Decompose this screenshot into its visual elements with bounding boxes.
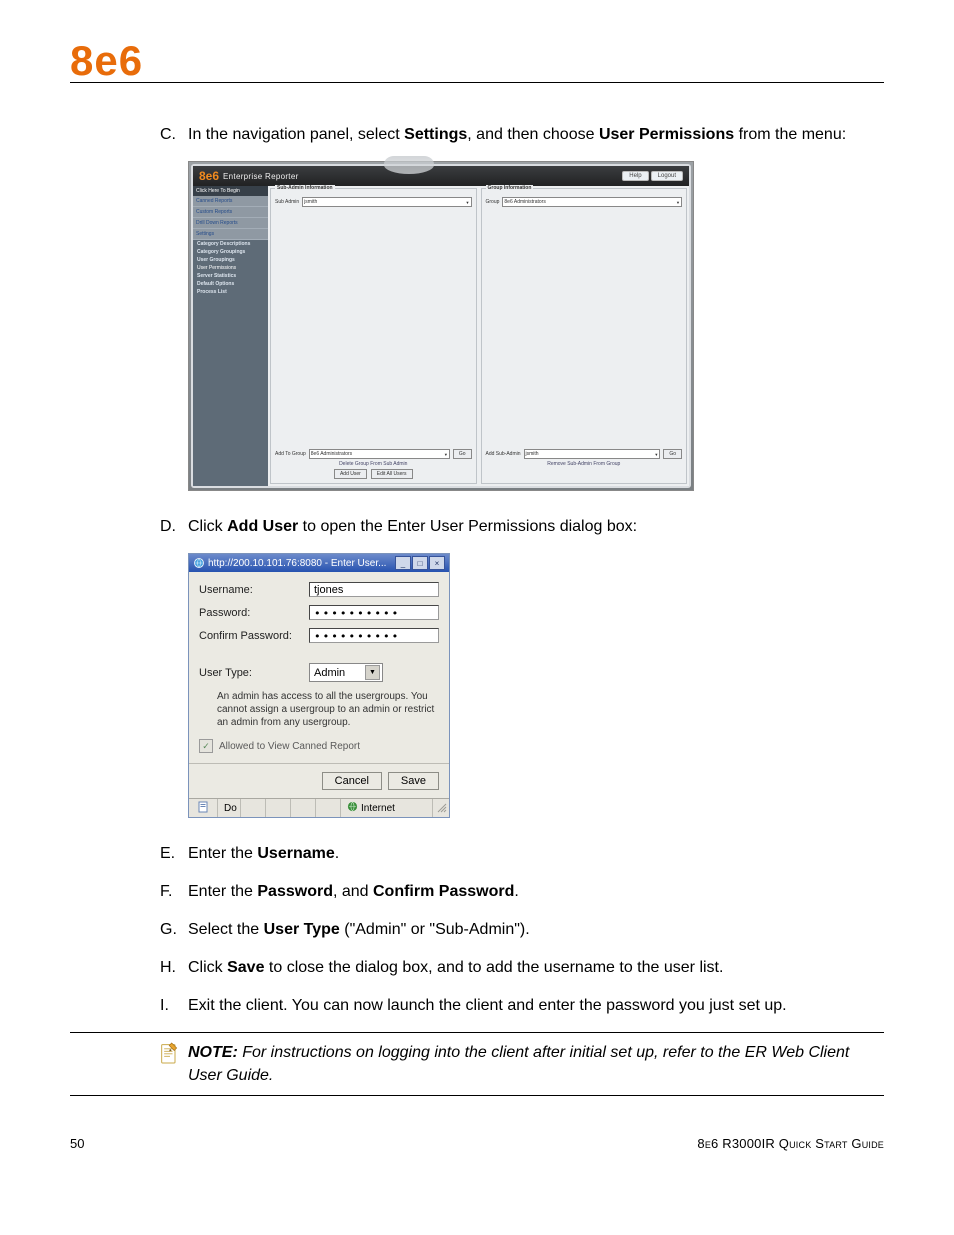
settings-default-options[interactable]: Default Options: [193, 280, 268, 288]
nav-sidebar: Click Here To Begin Canned Reports Custo…: [193, 186, 268, 486]
step-text: Click Save to close the dialog box, and …: [188, 956, 723, 980]
add-to-group-label: Add To Group: [275, 451, 306, 457]
chevron-down-icon: ▼: [466, 200, 470, 205]
step-text: Select the User Type ("Admin" or "Sub-Ad…: [188, 918, 530, 942]
step-text: In the navigation panel, select Settings…: [188, 123, 846, 147]
status-internet: Internet: [361, 803, 395, 814]
chevron-down-icon: ▼: [444, 452, 448, 457]
sub-admin-select[interactable]: jsmith▼: [302, 197, 471, 207]
sub-admin-legend: Sub-Admin Information: [275, 185, 335, 191]
logout-button[interactable]: Logout: [651, 171, 683, 181]
brand-logo: 8e6: [70, 40, 143, 82]
save-button[interactable]: Save: [388, 772, 439, 790]
enterprise-reporter-window: 8e6 Enterprise Reporter Help Logout Clic…: [188, 161, 694, 491]
add-sub-admin-label: Add Sub-Admin: [486, 451, 521, 457]
add-to-group-select[interactable]: 8e6 Administrators▼: [309, 449, 450, 459]
note-block: NOTE: For instructions on logging into t…: [70, 1032, 884, 1096]
sub-admin-panel: Sub-Admin Information Sub Admin jsmith▼ …: [270, 188, 477, 484]
content-area: C. In the navigation panel, select Setti…: [160, 123, 884, 1096]
settings-user-groupings[interactable]: User Groupings: [193, 256, 268, 264]
app-titlebar: 8e6 Enterprise Reporter Help Logout: [193, 166, 689, 186]
step-i: I. Exit the client. You can now launch t…: [160, 994, 884, 1018]
password-input[interactable]: ••••••••••: [309, 605, 439, 620]
allowed-canned-checkbox[interactable]: ✓: [199, 739, 213, 753]
nav-settings[interactable]: Settings: [193, 229, 268, 240]
dialog-title: http://200.10.101.76:8080 - Enter User..…: [208, 558, 386, 569]
step-letter: F.: [160, 880, 188, 904]
step-letter: G.: [160, 918, 188, 942]
minimize-button[interactable]: _: [395, 556, 411, 570]
group-select[interactable]: 8e6 Administrators▼: [502, 197, 682, 207]
status-done: Do: [224, 803, 237, 814]
status-bar: Do Internet: [189, 798, 449, 817]
settings-category-groupings[interactable]: Category Groupings: [193, 248, 268, 256]
delete-group-link[interactable]: Delete Group From Sub Admin: [275, 461, 472, 467]
note-icon: [160, 1041, 180, 1063]
chevron-down-icon: ▼: [365, 665, 380, 680]
add-to-group-go-button[interactable]: Go: [453, 449, 472, 459]
usertype-select[interactable]: Admin ▼: [309, 663, 383, 682]
username-label: Username:: [199, 584, 309, 596]
edit-all-users-button[interactable]: Edit All Users: [371, 469, 413, 479]
username-input[interactable]: tjones: [309, 582, 439, 597]
step-d: D. Click Add User to open the Enter User…: [160, 515, 884, 539]
step-text: Click Add User to open the Enter User Pe…: [188, 515, 637, 539]
page-number: 50: [70, 1136, 84, 1151]
page-header: 8e6: [70, 40, 884, 83]
allowed-canned-label: Allowed to View Canned Report: [219, 741, 360, 752]
step-text: Enter the Password, and Confirm Password…: [188, 880, 519, 904]
password-label: Password:: [199, 607, 309, 619]
add-user-button[interactable]: Add User: [334, 469, 367, 479]
step-letter: H.: [160, 956, 188, 980]
enter-user-dialog: http://200.10.101.76:8080 - Enter User..…: [188, 553, 450, 818]
usertype-description: An admin has access to all the usergroup…: [217, 690, 439, 729]
confirm-password-input[interactable]: ••••••••••: [309, 628, 439, 643]
settings-category-descriptions[interactable]: Category Descriptions: [193, 240, 268, 248]
app-title: Enterprise Reporter: [223, 172, 299, 181]
step-c: C. In the navigation panel, select Setti…: [160, 123, 884, 147]
help-button[interactable]: Help: [622, 171, 648, 181]
note-text: NOTE: For instructions on logging into t…: [188, 1041, 884, 1087]
add-sub-admin-select[interactable]: jsmith▼: [524, 449, 661, 459]
internet-icon: [347, 801, 358, 815]
step-letter: C.: [160, 123, 188, 147]
page-curl-decoration: [384, 156, 434, 174]
app-logo: 8e6: [199, 169, 219, 183]
sidebar-header[interactable]: Click Here To Begin: [193, 186, 268, 196]
nav-custom-reports[interactable]: Custom Reports: [193, 207, 268, 218]
nav-canned-reports[interactable]: Canned Reports: [193, 196, 268, 207]
usertype-label: User Type:: [199, 667, 309, 679]
step-f: F. Enter the Password, and Confirm Passw…: [160, 880, 884, 904]
cancel-button[interactable]: Cancel: [322, 772, 382, 790]
step-letter: E.: [160, 842, 188, 866]
nav-drilldown-reports[interactable]: Drill Down Reports: [193, 218, 268, 229]
step-letter: I.: [160, 994, 188, 1018]
resize-grip-icon[interactable]: [433, 801, 449, 816]
settings-process-list[interactable]: Process List: [193, 288, 268, 296]
step-letter: D.: [160, 515, 188, 539]
step-text: Exit the client. You can now launch the …: [188, 994, 787, 1018]
step-g: G. Select the User Type ("Admin" or "Sub…: [160, 918, 884, 942]
settings-server-statistics[interactable]: Server Statistics: [193, 272, 268, 280]
chevron-down-icon: ▼: [676, 200, 680, 205]
divider: [189, 763, 449, 764]
close-button[interactable]: ×: [429, 556, 445, 570]
step-text: Enter the Username.: [188, 842, 339, 866]
chevron-down-icon: ▼: [654, 452, 658, 457]
group-label: Group: [486, 199, 500, 205]
step-h: H. Click Save to close the dialog box, a…: [160, 956, 884, 980]
confirm-password-label: Confirm Password:: [199, 630, 309, 642]
sub-admin-label: Sub Admin: [275, 199, 299, 205]
step-e: E. Enter the Username.: [160, 842, 884, 866]
page-footer: 50 8e6 R3000IR Quick Start Guide: [70, 1136, 884, 1151]
add-sub-admin-go-button[interactable]: Go: [663, 449, 682, 459]
group-info-panel: Group Information Group 8e6 Administrato…: [481, 188, 688, 484]
ie-icon: [193, 557, 205, 569]
settings-user-permissions[interactable]: User Permissions: [193, 264, 268, 272]
group-info-legend: Group Information: [486, 185, 534, 191]
guide-title: 8e6 R3000IR Quick Start Guide: [697, 1136, 884, 1151]
maximize-button[interactable]: □: [412, 556, 428, 570]
page-icon: [198, 801, 208, 816]
dialog-titlebar: http://200.10.101.76:8080 - Enter User..…: [189, 554, 449, 572]
